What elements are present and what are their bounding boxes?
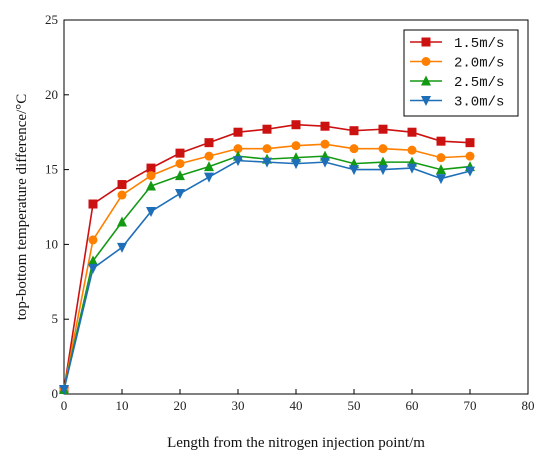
data-point (262, 144, 272, 154)
data-point (436, 174, 446, 185)
data-point (436, 153, 446, 163)
x-tick-label: 60 (406, 398, 419, 413)
x-axis-ticks: 0 10 20 30 40 50 60 70 80 (61, 389, 535, 413)
data-point (146, 180, 156, 191)
data-point (407, 163, 417, 174)
data-point (204, 151, 214, 161)
data-point (291, 120, 301, 130)
series-layer (59, 120, 475, 396)
y-tick-label: 15 (45, 162, 58, 177)
data-point (204, 161, 214, 172)
data-point (88, 255, 98, 266)
data-point (59, 385, 69, 396)
data-point (233, 156, 243, 167)
data-point (378, 165, 388, 176)
data-point (117, 180, 127, 190)
data-point (378, 124, 388, 134)
data-point (233, 127, 243, 137)
x-axis-title: Length from the nitrogen injection point… (167, 435, 425, 451)
data-point (465, 138, 475, 148)
data-point (175, 159, 185, 169)
data-point (88, 235, 98, 245)
data-point (233, 144, 243, 154)
y-tick-label: 20 (45, 87, 58, 102)
data-point (407, 145, 417, 155)
data-point (204, 172, 214, 183)
x-tick-label: 70 (464, 398, 477, 413)
data-point (465, 151, 475, 161)
data-point (175, 148, 185, 158)
legend-label: 2.5m/s (454, 75, 504, 91)
data-point (291, 159, 301, 170)
data-point (349, 126, 359, 136)
data-point (378, 156, 388, 167)
y-tick-label: 25 (45, 12, 58, 27)
data-point (117, 190, 127, 200)
legend-label: 3.0m/s (454, 95, 504, 111)
y-tick-label: 10 (45, 236, 58, 251)
data-point (436, 164, 446, 175)
data-point (349, 165, 359, 176)
data-point (88, 263, 98, 274)
y-tick-label: 5 (52, 311, 59, 326)
data-point (117, 216, 127, 227)
x-tick-label: 0 (61, 398, 68, 413)
x-tick-label: 80 (522, 398, 535, 413)
data-point (320, 121, 330, 131)
series-2 (59, 139, 475, 395)
y-axis-title: top-bottom temperature difference/°C (14, 94, 30, 320)
data-point (378, 144, 388, 154)
data-point (146, 163, 156, 173)
legend-label: 1.5m/s (454, 36, 504, 52)
x-tick-label: 50 (348, 398, 361, 413)
x-tick-label: 10 (116, 398, 129, 413)
series-4 (59, 156, 475, 396)
data-point (320, 139, 330, 149)
data-point (320, 157, 330, 168)
legend-marker (421, 96, 431, 106)
legend-marker (421, 57, 431, 66)
data-point (262, 157, 272, 168)
legend: 1.5m/s 2.0m/s 2.5m/s 3.0m/s (403, 29, 519, 117)
data-point (407, 127, 417, 137)
data-point (175, 189, 185, 200)
data-point (117, 242, 127, 253)
data-point (146, 171, 156, 181)
data-point (291, 141, 301, 151)
x-tick-label: 40 (290, 398, 303, 413)
data-point (175, 170, 185, 181)
legend-marker (421, 75, 431, 86)
x-tick-label: 20 (174, 398, 187, 413)
data-point (146, 206, 156, 217)
legend-marker (421, 37, 431, 47)
data-point (88, 199, 98, 209)
legend-label: 2.0m/s (454, 56, 504, 72)
data-point (349, 144, 359, 154)
data-point (465, 166, 475, 177)
data-point (204, 138, 214, 148)
x-tick-label: 30 (232, 398, 245, 413)
data-point (436, 136, 446, 146)
data-point (262, 124, 272, 134)
y-tick-label: 0 (52, 386, 59, 401)
y-axis-ticks: 0 5 10 15 20 25 (45, 12, 69, 401)
series-line (63, 155, 471, 390)
